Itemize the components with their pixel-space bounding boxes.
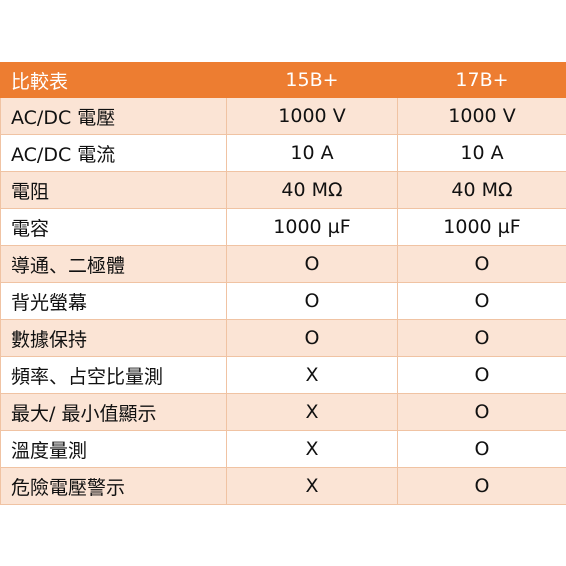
header-model-17b-cell: 17B+ <box>397 62 566 98</box>
feature-cell: 危險電壓警示 <box>0 467 227 505</box>
table-header-row: 比較表 15B+ 17B+ <box>0 62 566 98</box>
header-feature-cell: 比較表 <box>0 62 227 98</box>
feature-cell: AC/DC 電壓 <box>0 97 227 135</box>
model-17b-value: O <box>397 430 566 468</box>
model-17b-value: 1000 V <box>397 97 566 135</box>
model-15b-value: X <box>226 393 398 431</box>
feature-cell: 最大/ 最小值顯示 <box>0 393 227 431</box>
feature-cell: 電容 <box>0 208 227 246</box>
model-17b-value: O <box>397 319 566 357</box>
feature-cell: 背光螢幕 <box>0 282 227 320</box>
table-row: AC/DC 電流 10 A 10 A <box>0 134 566 172</box>
model-17b-value: O <box>397 393 566 431</box>
feature-cell: AC/DC 電流 <box>0 134 227 172</box>
table-row: 溫度量測 X O <box>0 430 566 468</box>
model-17b-value: O <box>397 245 566 283</box>
model-17b-value: 1000 µF <box>397 208 566 246</box>
model-17b-value: 40 MΩ <box>397 171 566 209</box>
model-15b-value: O <box>226 319 398 357</box>
table-row: 電容 1000 µF 1000 µF <box>0 208 566 246</box>
table-row: 最大/ 最小值顯示 X O <box>0 393 566 431</box>
table-row: 數據保持 O O <box>0 319 566 357</box>
header-model-15b-cell: 15B+ <box>226 62 398 98</box>
feature-cell: 電阻 <box>0 171 227 209</box>
model-17b-value: 10 A <box>397 134 566 172</box>
model-15b-value: X <box>226 430 398 468</box>
comparison-table: 比較表 15B+ 17B+ AC/DC 電壓 1000 V 1000 V AC/… <box>0 62 566 505</box>
feature-cell: 導通、二極體 <box>0 245 227 283</box>
table-row: 背光螢幕 O O <box>0 282 566 320</box>
model-15b-value: 40 MΩ <box>226 171 398 209</box>
feature-cell: 溫度量測 <box>0 430 227 468</box>
model-17b-value: O <box>397 356 566 394</box>
feature-cell: 頻率、占空比量測 <box>0 356 227 394</box>
table-row: 頻率、占空比量測 X O <box>0 356 566 394</box>
table-row: 危險電壓警示 X O <box>0 467 566 505</box>
model-15b-value: O <box>226 245 398 283</box>
model-15b-value: O <box>226 282 398 320</box>
table-row: 電阻 40 MΩ 40 MΩ <box>0 171 566 209</box>
model-17b-value: O <box>397 467 566 505</box>
model-15b-value: 1000 V <box>226 97 398 135</box>
model-15b-value: X <box>226 467 398 505</box>
model-15b-value: X <box>226 356 398 394</box>
feature-cell: 數據保持 <box>0 319 227 357</box>
table-row: AC/DC 電壓 1000 V 1000 V <box>0 97 566 135</box>
model-15b-value: 10 A <box>226 134 398 172</box>
table-row: 導通、二極體 O O <box>0 245 566 283</box>
model-17b-value: O <box>397 282 566 320</box>
model-15b-value: 1000 µF <box>226 208 398 246</box>
